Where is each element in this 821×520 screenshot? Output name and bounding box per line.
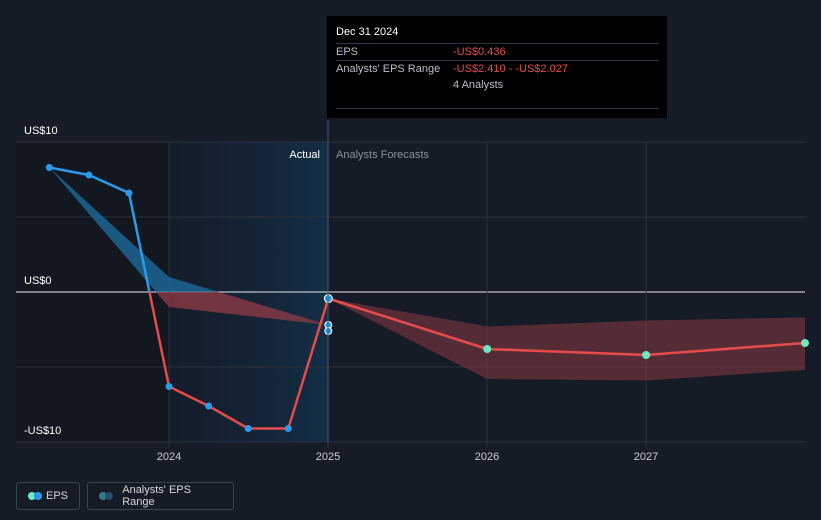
eps-actual-point <box>165 383 173 390</box>
y-label-zero: US$0 <box>24 275 52 287</box>
eps-forecast-point <box>801 339 809 347</box>
eps-forecast-point <box>483 345 492 353</box>
legend-eps-label: EPS <box>45 490 68 502</box>
x-tick-2026: 2026 <box>475 451 499 463</box>
tooltip-eps-label: EPS <box>336 46 359 58</box>
tooltip-divider <box>336 108 659 109</box>
eps-actual-point <box>85 171 93 179</box>
x-tick-2027: 2027 <box>634 451 658 463</box>
eps-actual-point <box>125 189 133 197</box>
range-area-forecast <box>328 298 805 381</box>
x-tick-2024: 2024 <box>157 451 181 463</box>
tooltip-eps-value: -US$0.436 <box>453 46 506 58</box>
eps-line-actual-positive <box>49 166 151 292</box>
actual-label: Actual <box>289 149 320 161</box>
tooltip-eps-row: EPS -US$0.436 <box>336 43 659 60</box>
legend-range-toggle[interactable]: Analysts' EPS Range <box>87 482 234 510</box>
eps-forecast-point <box>642 351 651 359</box>
eps-actual-point <box>244 425 252 432</box>
range-legend-icon <box>99 491 116 501</box>
x-tick-2025: 2025 <box>316 451 340 463</box>
eps-lines <box>49 166 806 430</box>
eps-actual-point <box>205 402 213 410</box>
eps-actual-point <box>284 425 292 432</box>
hover-tooltip: Dec 31 2024 EPS -US$0.436 Analysts' EPS … <box>327 16 667 118</box>
eps-line-forecast <box>327 297 806 357</box>
y-label-top: US$10 <box>24 125 58 137</box>
tooltip-analysts-row: 4 Analysts <box>336 77 659 93</box>
tooltip-range-label: Analysts' EPS Range <box>336 63 441 75</box>
tooltip-date: Dec 31 2024 <box>336 26 399 38</box>
tooltip-range-value: -US$2.410 - -US$2.027 <box>453 63 568 75</box>
eps-actual-point <box>45 164 53 171</box>
tooltip-analysts-count: 4 Analysts <box>453 79 504 91</box>
legend-range-label: Analysts' EPS Range <box>122 484 191 508</box>
eps-range-areas <box>49 167 805 381</box>
y-label-bottom: -US$10 <box>24 425 61 437</box>
eps-legend-icon <box>28 491 42 501</box>
legend-eps-toggle[interactable]: EPS <box>16 482 80 510</box>
eps-line-actual-negative <box>148 292 330 430</box>
forecast-label: Analysts Forecasts <box>336 149 429 161</box>
tooltip-range-row: Analysts' EPS Range -US$2.410 - -US$2.02… <box>336 60 659 77</box>
range-area-past-negative <box>156 292 329 325</box>
